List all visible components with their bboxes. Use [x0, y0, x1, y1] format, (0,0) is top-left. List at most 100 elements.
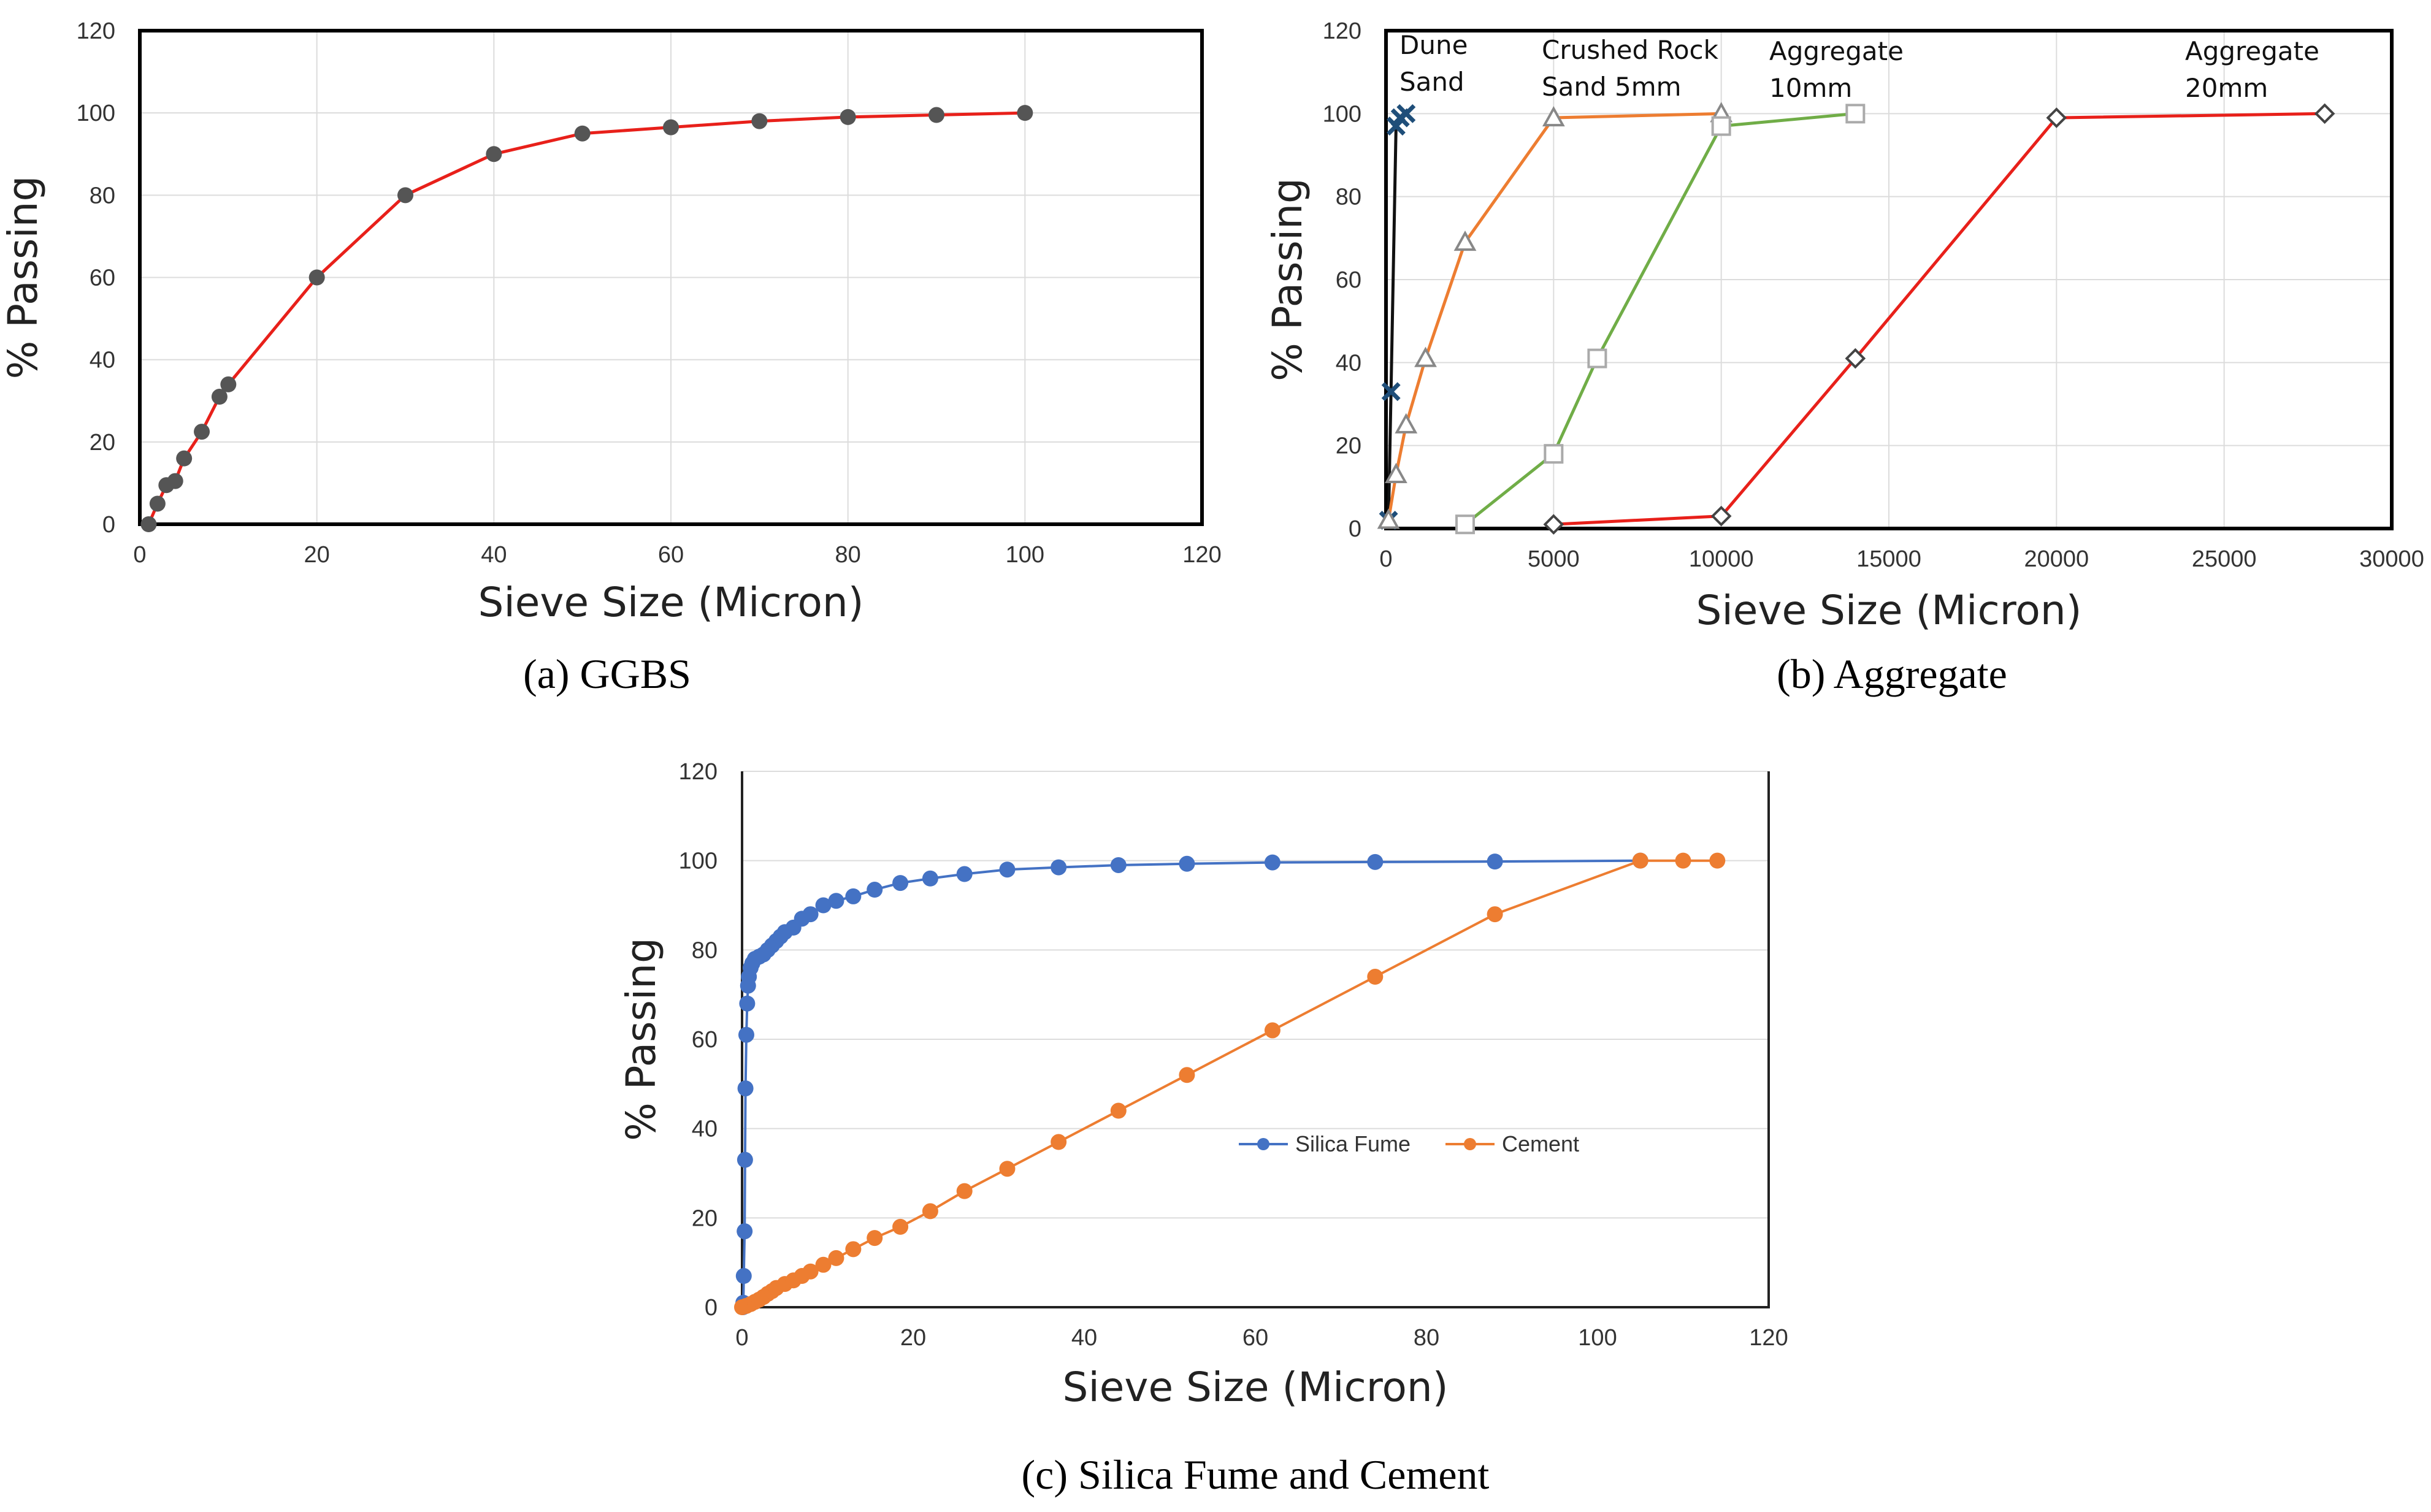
data-point-silica-fume — [867, 882, 883, 898]
data-point-cement — [1179, 1067, 1195, 1083]
y-tick-label: 80 — [692, 937, 718, 963]
data-point-cement — [802, 1263, 819, 1280]
data-point-cement — [1675, 852, 1691, 869]
data-point-crushed-rock-sand-5mm — [1542, 105, 1565, 127]
annotation-line: Crushed Rock — [1542, 35, 1719, 65]
series-cement — [734, 852, 1726, 1315]
data-point-aggregate-10mm — [1845, 104, 1866, 124]
data-point-silica-fume — [1110, 857, 1127, 873]
y-tick-label: 120 — [77, 18, 115, 44]
annotation-line: Dune — [1399, 30, 1468, 60]
data-point-silica-fume — [1051, 859, 1067, 876]
legend: Silica Fume Cement — [1239, 1131, 1579, 1156]
data-point-cement — [892, 1218, 909, 1235]
legend-marker-silica-fume — [1257, 1138, 1269, 1150]
x-tick-label: 60 — [658, 542, 684, 568]
data-point-silica-fume — [1487, 853, 1503, 870]
x-tick-label: 100 — [1578, 1325, 1617, 1351]
annotation-line: Aggregate — [1769, 36, 1904, 66]
data-point-aggregate-10mm — [1587, 348, 1607, 368]
data-point-silica-fume — [739, 995, 756, 1012]
x-tick-label: 100 — [1006, 542, 1044, 568]
data-point-cement — [1051, 1134, 1067, 1150]
data-point-dune-sand — [1381, 382, 1401, 402]
plot-frame — [1384, 29, 2394, 530]
y-axis-label: % Passing — [618, 937, 665, 1141]
y-tick-label: 40 — [692, 1117, 718, 1142]
data-point-ggbs — [176, 450, 193, 467]
series-line-dune-sand — [1387, 112, 1407, 521]
data-point-silica-fume — [956, 866, 973, 882]
data-point-silica-fume — [999, 861, 1016, 878]
data-point-ggbs — [194, 424, 210, 440]
data-point-cement — [1367, 969, 1384, 985]
data-point-silica-fume — [815, 897, 832, 914]
data-point-cement — [956, 1183, 973, 1199]
caption-b: (b) Aggregate — [1777, 651, 2007, 697]
data-point-aggregate-20mm — [2314, 103, 2335, 124]
x-tick-label: 20 — [900, 1325, 926, 1351]
y-tick-label: 20 — [1336, 433, 1361, 459]
data-point-silica-fume — [737, 1151, 753, 1168]
data-point-dune-sand — [1396, 104, 1416, 123]
data-point-aggregate-20mm — [2046, 107, 2067, 128]
plot-frame — [138, 29, 1204, 526]
data-point-aggregate-10mm — [1711, 116, 1731, 136]
data-point-aggregate-10mm — [1455, 514, 1476, 535]
x-tick-label: 80 — [835, 542, 861, 568]
data-point-silica-fume — [828, 893, 844, 909]
data-point-ggbs — [751, 113, 768, 129]
legend-label-silica-fume: Silica Fume — [1295, 1131, 1411, 1156]
series-ggbs — [140, 105, 1033, 532]
x-axis-label: Sieve Size (Micron) — [1063, 1364, 1449, 1411]
annotation-line: Sand 5mm — [1542, 72, 1682, 102]
annotation-crushed-rock-sand-5mm: Crushed Rock Sand 5mm — [1542, 35, 1719, 102]
annotation-line: Sand — [1399, 67, 1464, 97]
annotation-aggregate-20mm: Aggregate 20mm — [2185, 36, 2319, 103]
data-point-cement — [815, 1256, 832, 1273]
x-tick-label: 25000 — [2192, 546, 2257, 572]
y-tick-label: 0 — [102, 512, 115, 538]
y-tick-label: 100 — [679, 849, 718, 874]
data-point-aggregate-20mm — [1710, 505, 1732, 527]
x-tick-label: 20 — [304, 542, 330, 568]
data-point-cement — [845, 1241, 862, 1258]
data-point-ggbs — [220, 376, 237, 392]
data-point-cement — [1487, 906, 1503, 923]
caption-c: (c) Silica Fume and Cement — [1022, 1451, 1490, 1498]
data-point-silica-fume — [737, 1080, 754, 1097]
data-point-crushed-rock-sand-5mm — [1385, 462, 1407, 484]
annotation-aggregate-10mm: Aggregate 10mm — [1769, 36, 1904, 103]
data-point-silica-fume — [735, 1268, 752, 1285]
series-line-aggregate-20mm — [1553, 112, 2325, 526]
y-tick-label: 20 — [90, 430, 115, 456]
y-tick-label: 0 — [705, 1295, 718, 1321]
data-point-silica-fume — [922, 870, 938, 887]
data-point-aggregate-20mm — [1845, 348, 1866, 369]
data-point-silica-fume — [1179, 855, 1195, 872]
series-aggregate-20mm — [1543, 103, 2335, 535]
series-silica-fume — [735, 852, 1648, 1315]
y-tick-label: 120 — [1323, 18, 1361, 44]
data-point-silica-fume — [738, 1026, 754, 1043]
chart-ggbs: 0 20 40 60 80 100 120 0 20 40 60 80 100 120 Sieve Size… — [0, 18, 1222, 626]
x-tick-label: 10000 — [1689, 546, 1754, 572]
data-point-ggbs — [397, 187, 413, 204]
series-line-cement — [741, 859, 1718, 1308]
x-tick-label: 60 — [1242, 1325, 1268, 1351]
data-point-ggbs — [308, 269, 325, 286]
data-point-ggbs — [140, 516, 157, 532]
legend-marker-cement — [1464, 1138, 1476, 1150]
x-tick-label: 0 — [1379, 546, 1392, 572]
x-tick-label: 20000 — [2024, 546, 2089, 572]
data-point-cement — [867, 1230, 883, 1247]
y-tick-label: 20 — [692, 1205, 718, 1231]
data-point-ggbs — [149, 495, 166, 512]
data-point-silica-fume — [1264, 854, 1281, 871]
x-tick-label: 120 — [1182, 542, 1221, 568]
y-tick-label: 80 — [90, 183, 115, 208]
y-tick-label: 60 — [90, 265, 115, 291]
data-point-cement — [1632, 852, 1648, 869]
data-point-cement — [1709, 852, 1726, 869]
